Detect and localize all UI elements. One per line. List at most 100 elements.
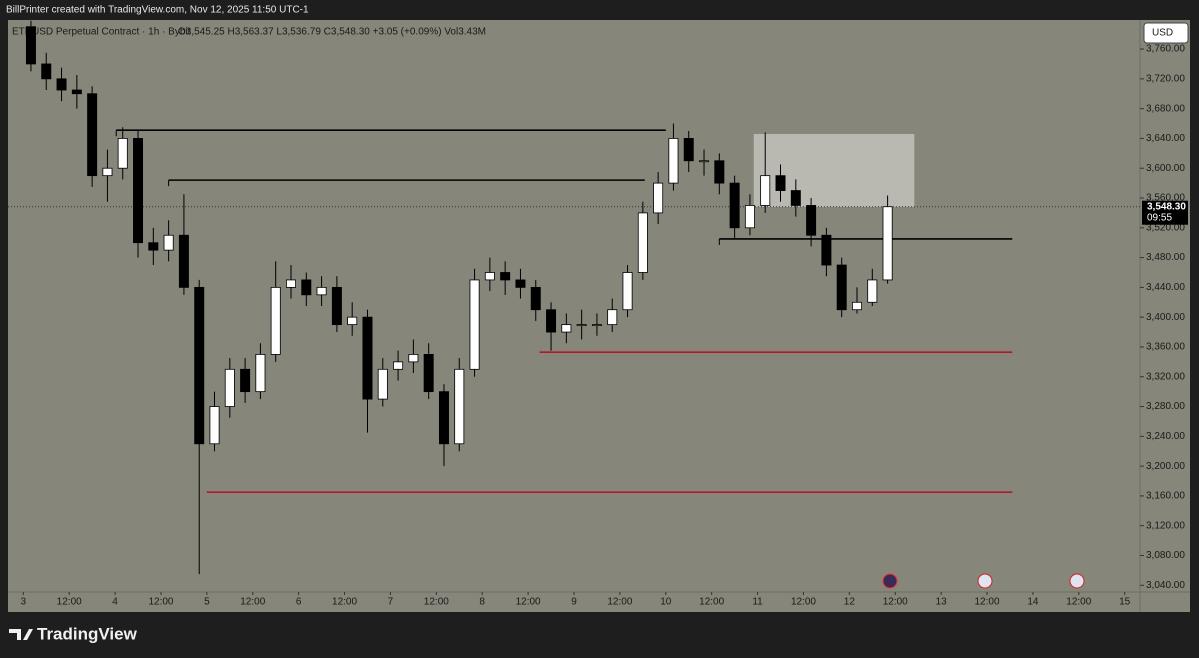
candle — [515, 268, 526, 299]
candle — [821, 227, 832, 277]
logo-text: TradingView — [37, 624, 138, 643]
y-tick-label: 3,160.00 — [1146, 491, 1185, 502]
candle — [347, 302, 358, 336]
event-icons — [882, 573, 1085, 589]
candle — [607, 298, 618, 333]
candle-body — [683, 138, 694, 162]
candle-body — [102, 167, 113, 177]
x-tick-label: 4 — [112, 597, 118, 608]
candle — [209, 391, 220, 452]
y-tick-label: 3,760.00 — [1146, 44, 1185, 55]
logo-icon — [9, 629, 33, 640]
candle-body — [530, 286, 541, 311]
candle-body — [301, 279, 312, 296]
y-tick-label: 3,280.00 — [1146, 401, 1185, 412]
candle-body — [362, 316, 373, 400]
event-icon[interactable] — [882, 573, 898, 589]
x-tick-label: 6 — [296, 597, 302, 608]
y-tick-label: 3,200.00 — [1146, 461, 1185, 472]
x-tick-label: 12:00 — [883, 597, 908, 608]
x-tick-label: 12:00 — [607, 597, 632, 608]
candle-body — [133, 138, 144, 244]
currency-button[interactable] — [1143, 22, 1189, 44]
y-tick-label: 3,320.00 — [1146, 371, 1185, 382]
candle-body — [408, 354, 419, 363]
last-price-label: 3,548.30 — [1147, 201, 1186, 212]
candle — [836, 257, 847, 318]
candle-body — [821, 234, 832, 266]
x-tick-label: 5 — [204, 597, 210, 608]
y-tick-label: 3,120.00 — [1146, 520, 1185, 531]
candle — [148, 227, 159, 266]
x-tick-label: 12:00 — [424, 597, 449, 608]
candle-body — [87, 93, 98, 177]
candle — [41, 52, 52, 91]
y-tick-label: 3,440.00 — [1146, 282, 1185, 293]
candle — [194, 279, 205, 575]
countdown-label: 09:55 — [1147, 212, 1172, 223]
candle-body — [760, 175, 771, 206]
candle-body — [668, 138, 679, 184]
candle — [591, 313, 602, 336]
x-tick-label: 12:00 — [699, 597, 724, 608]
supply-zone — [753, 133, 915, 207]
y-tick-label: 3,360.00 — [1146, 342, 1185, 353]
x-tick-label: 12:00 — [240, 597, 265, 608]
candle-body — [852, 301, 862, 311]
candle — [102, 149, 113, 202]
candle-body — [194, 286, 205, 445]
event-icon[interactable] — [977, 573, 993, 589]
x-tick-label: 12:00 — [57, 597, 82, 608]
candle — [286, 265, 296, 299]
candle-body — [25, 26, 36, 65]
candle — [56, 67, 67, 102]
candle-body — [867, 279, 878, 303]
x-tick-label: 12 — [844, 597, 856, 608]
candle — [760, 132, 771, 213]
x-tick-label: 8 — [479, 597, 485, 608]
x-tick-label: 12:00 — [516, 597, 541, 608]
candle-body — [454, 368, 465, 445]
candle-body — [699, 160, 710, 163]
candle — [240, 358, 251, 403]
credit: BillPrinter created with TradingView.com… — [6, 5, 309, 16]
candle-body — [546, 309, 557, 333]
y-tick-label: 3,600.00 — [1146, 163, 1185, 174]
candle — [393, 350, 404, 381]
candle — [117, 127, 128, 180]
candle-body — [163, 234, 174, 251]
candle — [331, 276, 342, 333]
candle — [316, 276, 327, 306]
candle-body — [882, 206, 893, 281]
y-tick-label: 3,640.00 — [1146, 133, 1185, 144]
plot — [8, 20, 1140, 575]
y-tick-label: 3,080.00 — [1146, 550, 1185, 561]
candle-body — [393, 361, 404, 370]
x-tick-label: 13 — [936, 597, 948, 608]
candle-body — [423, 354, 434, 393]
candle-body — [377, 368, 388, 400]
candle — [25, 20, 36, 72]
candle — [668, 123, 679, 191]
candle — [270, 261, 281, 362]
event-icon[interactable] — [1069, 573, 1085, 589]
y-tick-label: 3,520.00 — [1146, 222, 1185, 233]
candle — [653, 171, 664, 225]
candle — [255, 343, 266, 400]
candle-body — [178, 234, 189, 288]
candle — [469, 268, 480, 377]
candle-body — [744, 205, 755, 229]
candle — [622, 265, 633, 318]
candle — [500, 261, 511, 295]
candle — [301, 272, 312, 306]
candle — [867, 268, 878, 306]
y-tick-label: 3,400.00 — [1146, 312, 1185, 323]
candle-body — [209, 406, 220, 445]
candle-body — [790, 190, 801, 206]
candle — [882, 195, 893, 284]
candle — [806, 198, 817, 247]
candle-body — [240, 368, 251, 393]
candle — [178, 194, 189, 295]
currency-label[interactable]: USD — [1152, 28, 1173, 39]
candle-body — [117, 138, 128, 169]
